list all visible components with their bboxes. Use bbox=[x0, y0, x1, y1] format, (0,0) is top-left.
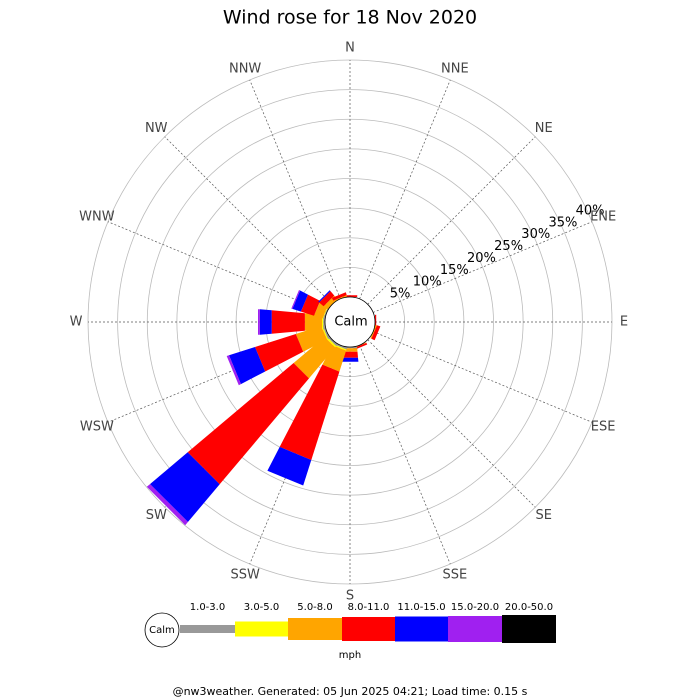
spoke bbox=[359, 344, 451, 565]
wind-segment bbox=[292, 290, 308, 312]
wind-segment bbox=[226, 355, 241, 386]
calm-circle bbox=[324, 296, 376, 348]
spoke bbox=[164, 136, 333, 305]
direction-label: E bbox=[620, 315, 628, 330]
spoke bbox=[249, 79, 341, 300]
legend-swatch bbox=[395, 616, 448, 642]
bars bbox=[146, 290, 381, 526]
legend-calm-circle bbox=[144, 612, 180, 648]
wind-segment bbox=[333, 295, 347, 302]
chart-title: Wind rose for 18 Nov 2020 bbox=[223, 7, 477, 29]
wind-segment bbox=[295, 325, 327, 352]
wind-segment bbox=[341, 357, 359, 362]
spoke bbox=[372, 221, 593, 313]
legend-swatch bbox=[342, 617, 395, 641]
legend-label: 5.0-8.0 bbox=[297, 602, 332, 613]
legend-label: 20.0-50.0 bbox=[505, 602, 553, 613]
legend-swatch bbox=[180, 625, 235, 633]
spoke bbox=[107, 221, 328, 313]
spoke bbox=[367, 136, 536, 305]
r-tick-label: 10% bbox=[413, 275, 442, 290]
r-tick-label: 40% bbox=[576, 204, 605, 219]
wind-segment bbox=[259, 309, 272, 335]
calm-label: Calm bbox=[334, 315, 367, 330]
legend-swatch bbox=[448, 616, 502, 642]
wind-segment bbox=[322, 345, 347, 372]
wind-segment bbox=[229, 347, 266, 385]
legend-label: 11.0-15.0 bbox=[397, 602, 445, 613]
direction-label: WNW bbox=[79, 210, 115, 225]
wind-segment bbox=[319, 291, 335, 307]
spoke bbox=[367, 339, 536, 508]
wind-segment bbox=[293, 336, 336, 379]
direction-label: WSW bbox=[80, 419, 114, 434]
wind-segment bbox=[271, 310, 305, 334]
legend-unit: mph bbox=[339, 650, 361, 661]
grid bbox=[87, 59, 613, 585]
legend-label: 8.0-11.0 bbox=[348, 602, 390, 613]
spoke bbox=[107, 331, 328, 423]
legend-label: 15.0-20.0 bbox=[451, 602, 499, 613]
wind-segment bbox=[304, 313, 322, 331]
r-tick-label: 15% bbox=[440, 263, 469, 278]
wind-segment bbox=[187, 363, 309, 485]
wind-segment bbox=[371, 325, 381, 341]
labels: 5%10%15%20%25%30%35%40%NNNENEENEEESESESS… bbox=[70, 41, 629, 604]
wind-segment bbox=[342, 351, 358, 358]
wind-segment bbox=[258, 309, 260, 335]
wind-segment bbox=[318, 290, 331, 303]
legend-calm-label: Calm bbox=[149, 625, 175, 636]
direction-label: NNE bbox=[441, 61, 469, 76]
direction-label: N bbox=[345, 41, 355, 56]
wind-segment bbox=[150, 452, 220, 522]
direction-label: SE bbox=[536, 508, 552, 523]
wind-segment bbox=[279, 364, 340, 460]
wind-segment bbox=[255, 334, 304, 372]
direction-label: NW bbox=[145, 121, 168, 136]
direction-label: ESE bbox=[591, 419, 616, 434]
legend: Calm mph 1.0-3.0 3.0-5.0 5.0-8.0 8.0-11.0 11… bbox=[144, 602, 556, 661]
ring bbox=[117, 89, 583, 555]
direction-label: ENE bbox=[590, 210, 616, 225]
wind-segment bbox=[267, 446, 312, 486]
r-tick-label: 30% bbox=[521, 227, 550, 242]
direction-label: NNW bbox=[229, 61, 261, 76]
direction-label: SSE bbox=[442, 568, 467, 583]
direction-label: S bbox=[346, 589, 354, 604]
r-tick-label: 5% bbox=[390, 287, 411, 302]
legend-label: 3.0-5.0 bbox=[244, 602, 279, 613]
wind-segment bbox=[146, 484, 188, 526]
wind-segment bbox=[291, 290, 301, 309]
legend-swatch bbox=[502, 615, 556, 643]
direction-label: W bbox=[70, 315, 83, 330]
spoke bbox=[359, 79, 451, 300]
direction-label: SW bbox=[146, 508, 167, 523]
wind-segment bbox=[370, 325, 377, 339]
direction-label: SSW bbox=[230, 568, 260, 583]
wind-segment bbox=[331, 292, 347, 301]
legend-swatch bbox=[288, 618, 342, 640]
r-tick-label: 35% bbox=[548, 215, 577, 230]
spoke bbox=[249, 344, 341, 565]
direction-label: NE bbox=[535, 121, 553, 136]
spoke bbox=[372, 331, 593, 423]
r-tick-label: 25% bbox=[494, 239, 523, 254]
footer: @nw3weather. Generated: 05 Jun 2025 04:2… bbox=[173, 685, 528, 698]
wind-segment bbox=[300, 294, 321, 316]
legend-swatch bbox=[235, 621, 288, 637]
ring bbox=[206, 178, 494, 466]
r-tick-label: 20% bbox=[467, 251, 496, 266]
legend-label: 1.0-3.0 bbox=[190, 602, 225, 613]
